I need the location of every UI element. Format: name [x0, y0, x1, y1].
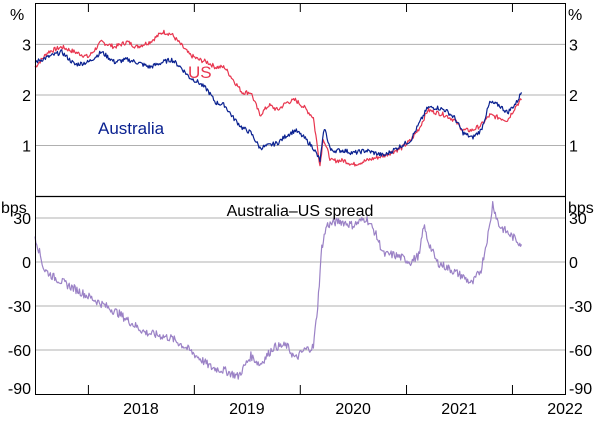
y-tick-label-right: 2	[569, 88, 578, 105]
bottom-panel-tick-labels: 30 30 0 0 -30 -30 -60 -60 -90 -90	[8, 211, 592, 398]
us-series-line	[34, 29, 522, 167]
y-tick-label-right: -60	[569, 343, 592, 360]
top-right-unit: %	[568, 7, 582, 24]
us-series-label: US	[188, 63, 212, 82]
y-tick-label-left: -90	[8, 381, 31, 398]
australia-series-label: Australia	[98, 119, 165, 138]
y-tick-label-left: 2	[22, 88, 31, 105]
bottom-panel-gridlines	[35, 217, 566, 351]
y-tick-label-left: 0	[22, 255, 31, 272]
x-tick-label: 2020	[335, 401, 371, 418]
y-tick-label-left: 3	[22, 37, 31, 54]
x-tick-label: 2019	[229, 401, 265, 418]
spread-series-line	[34, 201, 523, 380]
y-tick-label-right: -30	[569, 299, 592, 316]
y-tick-label-left: -30	[8, 299, 31, 316]
y-tick-label-right: -90	[569, 381, 592, 398]
bottom-left-unit: bps	[1, 200, 27, 217]
top-panel-series	[34, 29, 523, 167]
y-tick-label-left: 1	[22, 138, 31, 155]
chart-frame	[35, 3, 566, 395]
y-tick-label-right: 1	[569, 138, 578, 155]
x-tick-label: 2018	[123, 401, 159, 418]
australia-series-line	[34, 49, 523, 163]
top-left-unit: %	[10, 7, 24, 24]
x-tick-label: 2021	[441, 401, 477, 418]
y-tick-label-left: 30	[13, 211, 31, 228]
y-tick-label-right: 30	[569, 211, 587, 228]
top-panel-tick-labels: 1 1 2 2 3 3	[22, 37, 578, 155]
y-tick-label-right: 0	[569, 255, 578, 272]
x-tick-label: 2022	[547, 401, 583, 418]
spread-panel-title: Australia–US spread	[227, 203, 374, 220]
x-axis-ticks: 2018 2019 2020 2021 2022	[87, 4, 583, 418]
y-tick-label-right: 3	[569, 37, 578, 54]
bottom-panel-series	[34, 201, 523, 380]
bottom-right-unit: bps	[568, 200, 594, 217]
y-tick-label-left: -60	[8, 343, 31, 360]
